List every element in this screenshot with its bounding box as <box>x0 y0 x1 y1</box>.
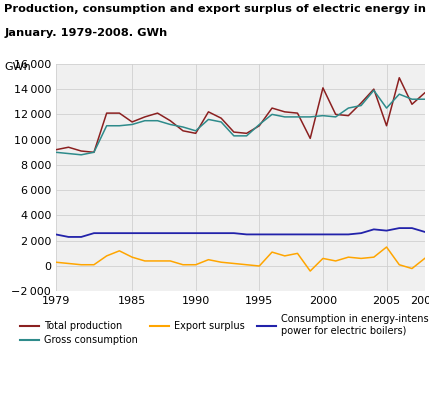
Legend: Total production, Gross consumption, Export surplus, Consumption in energy-inten: Total production, Gross consumption, Exp… <box>20 314 429 345</box>
Text: January. 1979-2008. GWh: January. 1979-2008. GWh <box>4 28 168 38</box>
Text: Production, consumption and export surplus of electric energy in: Production, consumption and export surpl… <box>4 4 426 14</box>
Text: GWh: GWh <box>4 62 31 72</box>
